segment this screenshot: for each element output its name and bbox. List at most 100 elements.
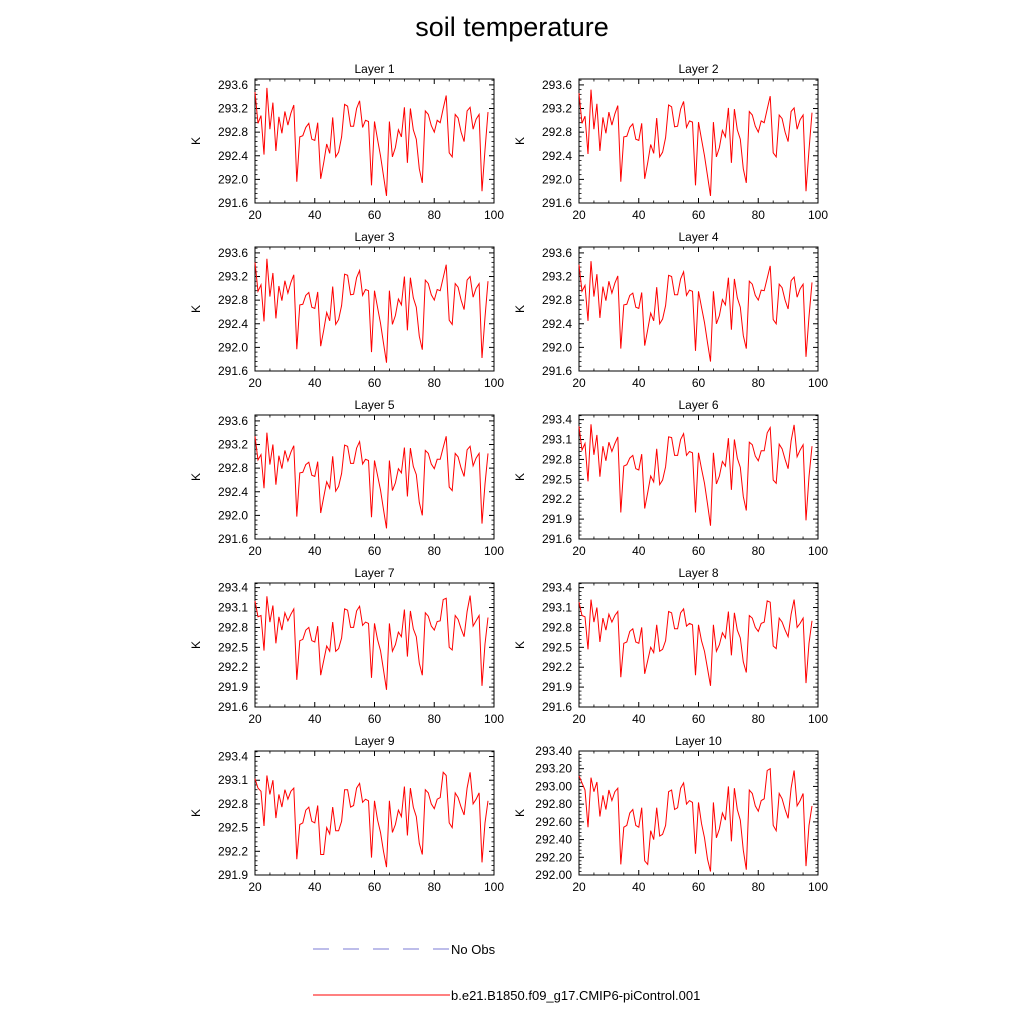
y-tick-label: 292.2 — [218, 844, 248, 858]
x-tick-label: 80 — [752, 880, 766, 894]
plot-frame-4 — [578, 246, 819, 372]
x-tick-label: 60 — [692, 208, 706, 222]
x-tick-label: 60 — [692, 544, 706, 558]
x-tick-label: 60 — [692, 712, 706, 726]
y-tick-label: 293.6 — [218, 246, 248, 260]
x-tick-label: 40 — [308, 208, 322, 222]
y-tick-label: 292.8 — [542, 293, 572, 307]
y-tick-label: 292.00 — [535, 868, 572, 882]
plot-frame-6 — [578, 414, 819, 540]
x-tick-label: 100 — [484, 712, 504, 726]
series-line-6 — [578, 424, 813, 526]
panel-title-4: Layer 4 — [678, 230, 718, 244]
y-tick-label: 293.1 — [218, 601, 248, 615]
x-tick-label: 20 — [572, 376, 586, 390]
x-tick-label: 40 — [308, 880, 322, 894]
y-tick-label: 293.2 — [218, 438, 248, 452]
y-tick-label: 293.1 — [542, 433, 572, 447]
y-tick-label: 292.0 — [542, 172, 572, 186]
y-tick-label: 291.6 — [218, 364, 248, 378]
x-tick-label: 40 — [308, 376, 322, 390]
y-tick-label: 292.4 — [218, 317, 248, 331]
plot-frame-1 — [254, 78, 495, 204]
y-tick-label: 292.2 — [542, 660, 572, 674]
x-tick-label: 60 — [368, 376, 382, 390]
y-axis-label: K — [513, 809, 527, 817]
x-tick-label: 100 — [808, 880, 828, 894]
series-line-10 — [578, 767, 813, 872]
x-tick-label: 100 — [484, 544, 504, 558]
y-tick-label: 293.2 — [542, 270, 572, 284]
y-tick-label: 293.6 — [542, 246, 572, 260]
x-tick-label: 40 — [632, 208, 646, 222]
x-tick-label: 80 — [752, 544, 766, 558]
y-tick-label: 293.4 — [218, 750, 248, 764]
y-tick-label: 292.4 — [218, 485, 248, 499]
y-tick-label: 292.0 — [218, 172, 248, 186]
x-tick-label: 80 — [752, 208, 766, 222]
y-tick-label: 293.4 — [542, 581, 572, 595]
y-axis-label: K — [513, 137, 527, 145]
x-tick-label: 100 — [808, 376, 828, 390]
y-tick-label: 293.2 — [218, 270, 248, 284]
y-tick-label: 292.8 — [542, 125, 572, 139]
x-tick-label: 60 — [692, 880, 706, 894]
y-tick-label: 293.1 — [542, 601, 572, 615]
series-line-9 — [254, 771, 489, 868]
plot-frame-5 — [254, 414, 495, 540]
y-tick-label: 291.6 — [218, 196, 248, 210]
series-line-4 — [578, 261, 813, 362]
x-tick-label: 100 — [484, 376, 504, 390]
panel-title-7: Layer 7 — [354, 566, 394, 580]
x-tick-label: 60 — [368, 208, 382, 222]
x-tick-label: 60 — [368, 712, 382, 726]
x-tick-label: 20 — [248, 880, 262, 894]
x-tick-label: 20 — [572, 208, 586, 222]
y-tick-label: 292.2 — [218, 660, 248, 674]
y-tick-label: 292.8 — [218, 293, 248, 307]
y-tick-label: 292.4 — [218, 149, 248, 163]
y-tick-label: 293.6 — [218, 414, 248, 428]
x-tick-label: 100 — [808, 208, 828, 222]
x-tick-label: 20 — [248, 376, 262, 390]
x-tick-label: 80 — [428, 208, 442, 222]
y-tick-label: 291.9 — [542, 680, 572, 694]
x-tick-label: 60 — [692, 376, 706, 390]
y-tick-label: 292.8 — [218, 125, 248, 139]
x-tick-label: 40 — [632, 376, 646, 390]
y-tick-label: 291.6 — [542, 700, 572, 714]
plot-frame-8 — [578, 582, 819, 708]
y-tick-label: 291.9 — [218, 680, 248, 694]
y-tick-label: 293.6 — [218, 78, 248, 92]
legend-label-no-obs: No Obs — [451, 942, 496, 957]
y-tick-label: 292.60 — [535, 815, 572, 829]
y-tick-label: 293.40 — [535, 744, 572, 758]
series-line-8 — [578, 599, 813, 686]
plot-frame-7 — [254, 582, 495, 708]
y-axis-label: K — [189, 305, 203, 313]
y-tick-label: 292.8 — [542, 620, 572, 634]
y-tick-label: 292.0 — [218, 340, 248, 354]
y-tick-label: 292.4 — [542, 149, 572, 163]
y-axis-label: K — [513, 305, 527, 313]
x-tick-label: 80 — [428, 880, 442, 894]
plot-frame-10 — [578, 750, 819, 876]
legend-label-model: b.e21.B1850.f09_g17.CMIP6-piControl.001 — [451, 988, 700, 1003]
y-axis-label: K — [513, 641, 527, 649]
y-tick-label: 293.4 — [542, 413, 572, 427]
x-tick-label: 20 — [572, 880, 586, 894]
x-tick-label: 60 — [368, 544, 382, 558]
x-tick-label: 40 — [308, 712, 322, 726]
series-line-2 — [578, 89, 813, 196]
x-tick-label: 100 — [808, 712, 828, 726]
x-tick-label: 80 — [428, 376, 442, 390]
x-tick-label: 100 — [484, 880, 504, 894]
y-tick-label: 293.1 — [218, 773, 248, 787]
x-tick-label: 80 — [428, 712, 442, 726]
y-tick-label: 292.80 — [535, 797, 572, 811]
y-tick-label: 291.6 — [218, 532, 248, 546]
x-tick-label: 20 — [572, 544, 586, 558]
y-tick-label: 292.4 — [542, 317, 572, 331]
x-tick-label: 40 — [308, 544, 322, 558]
